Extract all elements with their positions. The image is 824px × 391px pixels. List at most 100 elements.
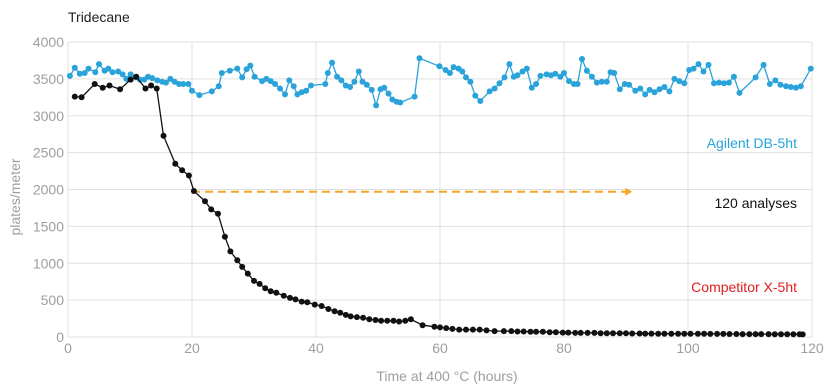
data-point-competitor-x-5ht-34 (311, 301, 318, 308)
data-point-agilent-db-5ht-117 (656, 86, 663, 93)
data-point-agilent-db-5ht-18 (149, 75, 156, 82)
x-tick-label-100: 100 (676, 340, 700, 356)
y-tick-label-2500: 2500 (33, 145, 64, 161)
data-point-competitor-x-5ht-25 (256, 280, 263, 287)
data-point-agilent-db-5ht-60 (363, 81, 370, 88)
data-point-agilent-db-5ht-22 (167, 75, 174, 82)
data-point-competitor-x-5ht-98 (733, 331, 740, 337)
data-point-agilent-db-5ht-135 (760, 61, 767, 68)
data-point-competitor-x-5ht-87 (661, 330, 668, 337)
data-point-competitor-x-5ht-13 (179, 167, 186, 174)
data-point-agilent-db-5ht-133 (736, 89, 743, 96)
data-point-competitor-x-5ht-63 (508, 328, 515, 335)
data-point-agilent-db-5ht-30 (215, 83, 222, 90)
data-point-competitor-x-5ht-60 (483, 327, 490, 334)
data-point-agilent-db-5ht-77 (463, 74, 469, 81)
data-point-competitor-x-5ht-104 (771, 331, 778, 338)
data-point-agilent-db-5ht-111 (626, 81, 633, 88)
data-point-agilent-db-5ht-136 (766, 81, 773, 87)
data-point-agilent-db-5ht-125 (695, 61, 702, 68)
x-tick-label-60: 60 (432, 340, 448, 356)
data-point-competitor-x-5ht-86 (655, 330, 662, 337)
x-tick-label-20: 20 (184, 340, 200, 356)
data-point-agilent-db-5ht-6 (96, 61, 102, 68)
y-tick-label-3000: 3000 (33, 108, 64, 124)
data-point-agilent-db-5ht-26 (185, 81, 192, 87)
data-point-agilent-db-5ht-41 (272, 81, 279, 87)
data-point-agilent-db-5ht-48 (303, 87, 310, 94)
data-point-agilent-db-5ht-56 (347, 84, 354, 90)
data-point-competitor-x-5ht-0 (71, 93, 78, 100)
data-point-agilent-db-5ht-124 (690, 65, 697, 72)
annotation-label-120-analyses: 120 analyses (714, 195, 797, 211)
data-point-competitor-x-5ht-62 (500, 328, 507, 335)
data-point-agilent-db-5ht-90 (528, 84, 535, 91)
data-point-agilent-db-5ht-49 (308, 82, 314, 89)
data-point-agilent-db-5ht-31 (218, 70, 225, 76)
data-point-competitor-x-5ht-100 (746, 331, 753, 338)
data-point-competitor-x-5ht-36 (325, 306, 332, 312)
data-point-agilent-db-5ht-126 (700, 68, 707, 75)
data-point-competitor-x-5ht-15 (190, 188, 197, 194)
data-point-competitor-x-5ht-6 (127, 76, 134, 83)
data-point-competitor-x-5ht-102 (758, 331, 765, 338)
data-point-agilent-db-5ht-132 (730, 73, 737, 80)
data-point-competitor-x-5ht-22 (239, 263, 246, 270)
data-point-agilent-db-5ht-142 (797, 83, 804, 90)
data-point-competitor-x-5ht-97 (726, 331, 733, 337)
data-point-competitor-x-5ht-74 (577, 329, 584, 336)
data-point-competitor-x-5ht-31 (292, 296, 299, 303)
data-point-agilent-db-5ht-112 (632, 87, 639, 94)
data-point-agilent-db-5ht-43 (282, 91, 288, 98)
data-point-competitor-x-5ht-51 (419, 322, 426, 329)
data-point-agilent-db-5ht-79 (472, 92, 479, 99)
data-point-agilent-db-5ht-138 (777, 81, 784, 88)
data-point-competitor-x-5ht-101 (752, 331, 759, 338)
data-point-agilent-db-5ht-105 (598, 78, 605, 85)
y-tick-label-2000: 2000 (33, 182, 64, 198)
data-point-agilent-db-5ht-72 (442, 67, 449, 73)
y-axis-label: plates/meter (7, 158, 23, 235)
data-point-agilent-db-5ht-81 (486, 88, 493, 95)
x-tick-label-80: 80 (556, 340, 572, 356)
y-tick-label-500: 500 (41, 292, 65, 308)
series-layer (66, 55, 814, 338)
data-point-competitor-x-5ht-27 (267, 288, 274, 295)
data-point-agilent-db-5ht-34 (239, 74, 246, 81)
data-point-competitor-x-5ht-96 (720, 330, 727, 337)
data-point-agilent-db-5ht-131 (725, 79, 732, 86)
data-point-agilent-db-5ht-91 (533, 81, 540, 87)
data-point-agilent-db-5ht-50 (322, 81, 329, 87)
data-point-competitor-x-5ht-103 (765, 331, 772, 338)
data-point-agilent-db-5ht-104 (593, 79, 600, 86)
arrow-120-analyses-head (625, 187, 633, 196)
data-point-competitor-x-5ht-24 (251, 277, 257, 284)
data-point-competitor-x-5ht-64 (514, 328, 521, 335)
data-point-agilent-db-5ht-36 (247, 62, 254, 69)
data-point-competitor-x-5ht-81 (623, 330, 629, 337)
data-point-agilent-db-5ht-0 (66, 72, 73, 79)
data-point-agilent-db-5ht-88 (519, 68, 526, 75)
data-point-agilent-db-5ht-116 (651, 89, 658, 96)
data-point-competitor-x-5ht-37 (331, 308, 338, 315)
data-point-competitor-x-5ht-28 (273, 289, 280, 296)
data-point-agilent-db-5ht-40 (267, 78, 274, 85)
chart-title: Tridecane (68, 9, 130, 25)
data-point-agilent-db-5ht-139 (783, 83, 789, 90)
ticks-layer: 0 500 1000 1500 2000 2500 3000 3500 4000 0 20 40 60 8… (33, 34, 824, 356)
data-point-agilent-db-5ht-32 (226, 67, 233, 74)
data-point-competitor-x-5ht-17 (208, 206, 215, 213)
data-point-competitor-x-5ht-95 (714, 330, 721, 337)
data-point-competitor-x-5ht-94 (707, 330, 714, 337)
data-point-agilent-db-5ht-52 (329, 59, 336, 66)
data-point-agilent-db-5ht-37 (251, 73, 258, 80)
data-point-competitor-x-5ht-11 (160, 132, 167, 139)
data-point-agilent-db-5ht-70 (416, 55, 423, 62)
data-point-agilent-db-5ht-84 (501, 74, 508, 81)
data-point-competitor-x-5ht-109 (799, 331, 806, 338)
x-tick-label-40: 40 (308, 340, 324, 356)
annotation-layer (192, 187, 633, 196)
data-point-competitor-x-5ht-39 (342, 311, 349, 318)
data-point-competitor-x-5ht-50 (407, 316, 414, 323)
data-point-competitor-x-5ht-33 (304, 299, 311, 306)
